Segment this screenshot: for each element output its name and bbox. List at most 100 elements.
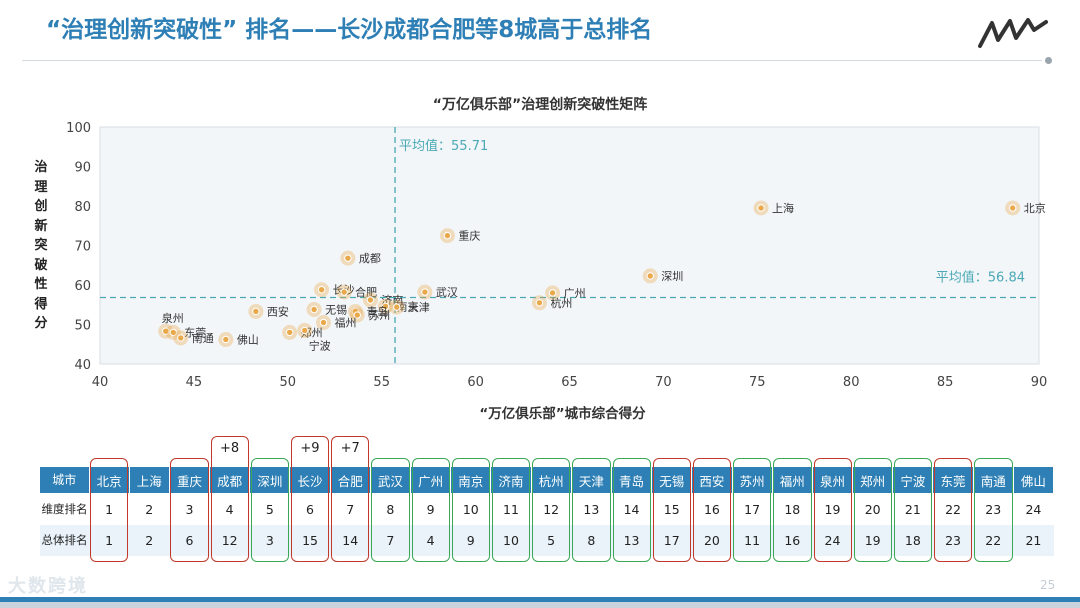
rank-table-header-row: 城市 北京 上海 重庆 成都 深圳 长沙 合肥 武汉 广州 南京 济南 杭州 天津 青岛 无锡 西安 苏州 福州泉…	[40, 467, 1055, 493]
data-point	[646, 272, 654, 280]
data-point	[252, 307, 260, 316]
dim-rank-cell: 7	[330, 493, 371, 525]
dim-rank-cell: 21	[892, 493, 933, 525]
dim-rank-cell: 4	[209, 493, 250, 525]
city-header-cell: 福州	[772, 467, 813, 493]
data-point	[169, 328, 177, 337]
data-point-label: 武汉	[436, 286, 458, 299]
city-header-cell: 泉州	[812, 467, 854, 493]
x-tick-label: 45	[186, 375, 203, 390]
city-header-cell: 西安	[691, 467, 733, 493]
city-header-cell: 东莞	[932, 467, 974, 493]
x-tick-label: 90	[1031, 375, 1048, 390]
city-header-cell: 长沙	[289, 467, 331, 493]
data-point	[353, 311, 361, 319]
city-header-cell: 无锡	[651, 467, 693, 493]
y-tick-label: 90	[74, 161, 91, 176]
data-point-label: 东莞	[184, 326, 206, 339]
header-label-cell: 城市	[40, 467, 90, 493]
data-point-label: 合肥	[355, 285, 377, 299]
page-number: 25	[1040, 578, 1056, 592]
data-point	[317, 286, 326, 294]
data-point	[381, 302, 390, 311]
data-point-label: 福州	[334, 316, 356, 330]
rank-table-total-row: 总体排名 1 2 6 12 3 15 14 7 4 9 10 5 8 13 17 20 11 16 24 19 18 23…	[40, 525, 1054, 556]
dim-rank-cell: 3	[169, 493, 210, 525]
dim-rank-cell: 19	[812, 493, 853, 525]
data-point	[393, 303, 401, 311]
page-title: “治理创新突破性” 排名——长沙成都合肥等8城高于总排名	[46, 17, 653, 43]
data-point	[366, 296, 375, 304]
plot-area	[99, 126, 1040, 365]
x-tick-label: 55	[373, 375, 390, 390]
data-point-label: 上海	[772, 201, 794, 215]
data-point	[177, 334, 185, 342]
y-tick-label: 40	[74, 358, 91, 373]
total-rank-cell: 5	[531, 525, 572, 556]
data-point-label: 南京	[396, 299, 418, 313]
total-rank-cell: 17	[651, 525, 692, 556]
data-point-label: 无锡	[325, 302, 347, 316]
x-tick-label: 70	[655, 375, 672, 390]
total-rank-cell: 6	[169, 525, 210, 556]
total-rank-cell: 7	[370, 525, 411, 556]
footer-bar-shadow	[0, 602, 1080, 608]
x-tick-label: 60	[467, 375, 484, 390]
dim-rank-cell: 8	[370, 493, 411, 525]
total-rank-cell: 12	[209, 525, 250, 556]
rank-table: 城市 北京 上海 重庆 成都 深圳 长沙 合肥 武汉 广州 南京 济南 杭州 天津 青岛 无锡 西安 苏州 福州泉…	[40, 467, 1055, 556]
dim-label-cell: 维度排名	[40, 493, 89, 525]
city-header-cell: 佛山	[1013, 467, 1055, 493]
dim-rank-cell: 11	[490, 493, 532, 525]
y-tick-label: 70	[74, 240, 91, 255]
data-point-label: 成都	[359, 252, 381, 265]
data-point	[222, 335, 230, 344]
dim-rank-cell: 17	[732, 493, 773, 525]
total-rank-cell: 10	[490, 525, 532, 556]
city-header-cell: 广州	[410, 467, 452, 493]
data-point-label: 广州	[564, 287, 586, 300]
total-rank-cell: 3	[249, 525, 290, 556]
y-axis-label: 治理创新突破性得分	[34, 160, 48, 331]
data-point	[310, 305, 318, 314]
total-label-cell: 总体排名	[40, 525, 89, 556]
x-tick-label: 50	[280, 375, 297, 390]
dim-rank-cell: 9	[410, 493, 451, 525]
total-rank-cell: 23	[932, 525, 974, 556]
x-tick-label: 65	[561, 375, 578, 390]
data-point	[319, 318, 328, 327]
x-tick-label: 75	[749, 375, 766, 390]
dim-rank-cell: 13	[571, 493, 612, 525]
data-point-label: 苏州	[368, 309, 390, 322]
city-header-cell: 成都	[209, 467, 251, 493]
footer-brand: 大数跨境	[8, 576, 88, 597]
dim-rank-cell: 22	[932, 493, 974, 525]
city-header-cell: 合肥	[330, 467, 371, 493]
brand-logo-icon	[978, 18, 1048, 48]
data-point	[301, 326, 309, 335]
avg-y-label: 平均值：56.84	[936, 269, 1025, 285]
dim-rank-cell: 20	[852, 493, 893, 525]
city-header-cell: 南京	[450, 467, 492, 493]
data-point	[1009, 204, 1017, 212]
data-point	[285, 328, 294, 337]
total-rank-cell: 8	[571, 525, 612, 556]
rank-table-dim-row: 维度排名 1 2 3 4 5 6 7 8 9 10 11 12 13 14 15 16 17 18 19 20 21 22…	[40, 493, 1054, 525]
chart-title: “万亿俱乐部”治理创新突破性矩阵	[432, 97, 648, 113]
total-rank-cell: 11	[732, 525, 773, 556]
total-rank-cell: 2	[129, 525, 170, 556]
data-point	[548, 289, 557, 297]
rank-delta-label: +9	[300, 441, 320, 456]
city-header-cell: 郑州	[852, 467, 894, 493]
total-rank-cell: 18	[892, 525, 933, 556]
city-header-cell: 上海	[129, 467, 170, 493]
total-rank-cell: 16	[772, 525, 813, 556]
x-tick-label: 40	[92, 375, 109, 390]
data-point	[535, 299, 544, 307]
y-tick-label: 50	[74, 319, 91, 334]
data-point	[421, 288, 429, 296]
dim-rank-cell: 15	[651, 493, 692, 525]
city-header-cell: 济南	[490, 467, 532, 493]
city-header-cell: 天津	[571, 467, 612, 493]
y-tick-label: 60	[74, 279, 91, 294]
